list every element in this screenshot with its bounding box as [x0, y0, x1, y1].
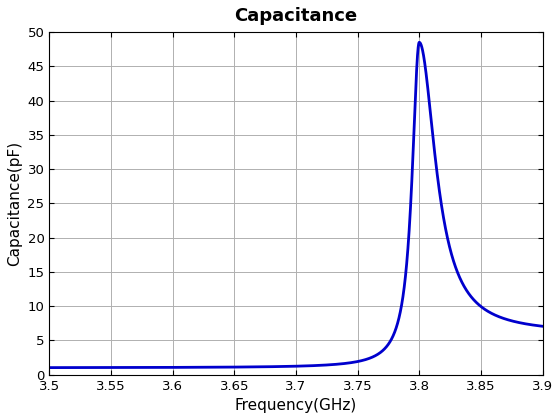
X-axis label: Frequency(GHz): Frequency(GHz): [235, 398, 357, 413]
Y-axis label: Capacitance(pF): Capacitance(pF): [7, 141, 22, 266]
Title: Capacitance: Capacitance: [235, 7, 357, 25]
